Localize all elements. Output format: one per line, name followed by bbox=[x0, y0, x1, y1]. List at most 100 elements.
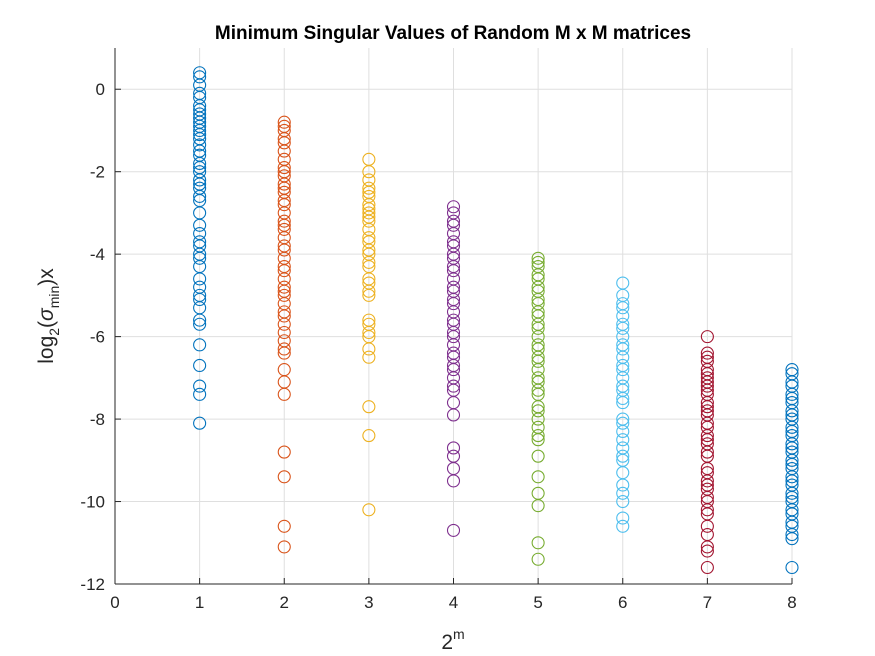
data-point bbox=[277, 540, 291, 554]
data-point bbox=[616, 478, 630, 492]
data-point bbox=[446, 441, 461, 455]
data-point bbox=[700, 560, 714, 575]
data-point bbox=[531, 536, 545, 550]
y-axis-label: log2(σmin)x bbox=[35, 268, 62, 364]
data-point bbox=[277, 198, 291, 212]
data-point bbox=[531, 412, 545, 426]
y-tick-label: -6 bbox=[90, 328, 105, 347]
data-point bbox=[193, 70, 207, 84]
x-tick-label: 1 bbox=[195, 593, 204, 612]
data-point bbox=[277, 309, 291, 323]
data-point bbox=[446, 363, 461, 377]
y-tick-label: -2 bbox=[90, 163, 105, 182]
y-tick-label: -10 bbox=[80, 493, 105, 512]
data-point bbox=[785, 453, 799, 467]
data-point bbox=[277, 161, 291, 175]
data-point bbox=[785, 527, 799, 542]
y-axis-label-prefix: log bbox=[35, 336, 58, 364]
data-point bbox=[616, 363, 630, 377]
data-point bbox=[616, 321, 630, 335]
data-point bbox=[193, 218, 207, 232]
data-point bbox=[193, 128, 207, 142]
x-tick-label: 7 bbox=[703, 593, 712, 612]
data-point bbox=[277, 519, 291, 533]
y-tick-label: -4 bbox=[90, 245, 105, 264]
data-point bbox=[446, 218, 461, 232]
data-point bbox=[277, 342, 291, 356]
data-point bbox=[362, 350, 376, 364]
data-point bbox=[531, 429, 545, 443]
data-point bbox=[785, 486, 799, 500]
data-point bbox=[277, 243, 291, 257]
data-point bbox=[446, 474, 461, 488]
data-point bbox=[700, 445, 714, 459]
data-point bbox=[193, 123, 207, 138]
chart-title: Minimum Singular Values of Random M x M … bbox=[215, 23, 691, 44]
data-point bbox=[616, 494, 630, 509]
data-point bbox=[785, 560, 799, 575]
data-point bbox=[531, 449, 545, 463]
data-point bbox=[193, 292, 207, 307]
data-point bbox=[362, 342, 376, 356]
data-point bbox=[531, 404, 545, 418]
data-point bbox=[193, 358, 207, 373]
data-point bbox=[362, 503, 376, 517]
series-5 bbox=[531, 251, 545, 566]
data-point bbox=[277, 470, 291, 484]
data-point bbox=[616, 449, 630, 463]
y-tick-label: -12 bbox=[80, 575, 105, 594]
data-point bbox=[277, 445, 291, 459]
series-2 bbox=[277, 115, 291, 554]
data-point bbox=[700, 429, 714, 443]
data-point bbox=[700, 540, 714, 554]
data-point bbox=[362, 429, 376, 443]
data-point bbox=[785, 387, 799, 401]
data-point bbox=[531, 321, 545, 335]
data-point bbox=[193, 338, 207, 352]
tick-labels: 0 1 2 3 4 5 6 7 8 0 -2 -4 -6 -8 -10 -12 bbox=[80, 80, 796, 612]
data-point bbox=[193, 379, 207, 393]
x-tick-label: 2 bbox=[280, 593, 289, 612]
data-point bbox=[277, 177, 291, 191]
data-point bbox=[616, 511, 630, 525]
data-point bbox=[700, 544, 714, 558]
data-point bbox=[531, 354, 545, 368]
y-axis-label-close: )x bbox=[35, 268, 58, 286]
data-point bbox=[277, 387, 291, 401]
data-point bbox=[446, 523, 461, 537]
x-tick-label: 8 bbox=[787, 593, 796, 612]
data-point bbox=[616, 486, 630, 500]
data-point bbox=[446, 297, 461, 311]
data-point bbox=[785, 404, 799, 418]
y-axis-label-sigma: σ bbox=[35, 307, 58, 321]
data-point bbox=[785, 420, 799, 434]
data-point bbox=[531, 251, 545, 265]
grid bbox=[114, 48, 793, 585]
data-point bbox=[700, 474, 714, 488]
data-point bbox=[277, 317, 291, 331]
data-point bbox=[277, 222, 291, 236]
data-point bbox=[616, 301, 630, 315]
series-4 bbox=[446, 200, 461, 537]
data-point bbox=[193, 387, 207, 401]
data-point bbox=[277, 136, 291, 150]
data-point bbox=[446, 408, 461, 422]
data-point bbox=[193, 189, 207, 203]
data-point bbox=[277, 144, 291, 158]
data-point bbox=[616, 391, 630, 406]
data-point bbox=[277, 264, 291, 278]
data-point bbox=[193, 173, 207, 187]
data-point bbox=[616, 433, 630, 447]
data-point bbox=[362, 325, 376, 340]
data-point bbox=[446, 379, 461, 393]
data-point bbox=[193, 313, 207, 327]
data-point bbox=[277, 325, 291, 340]
data-point bbox=[785, 532, 799, 546]
data-point bbox=[785, 437, 799, 451]
data-point bbox=[362, 165, 376, 179]
data-point bbox=[446, 200, 461, 214]
data-point bbox=[446, 330, 461, 344]
x-tick-label: 3 bbox=[364, 593, 373, 612]
